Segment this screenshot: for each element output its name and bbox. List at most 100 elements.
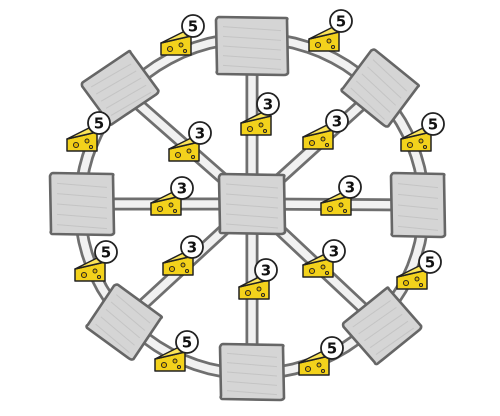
reward-rim-topright-right: 5 (400, 112, 445, 152)
room-shape (218, 342, 286, 402)
cheese-hole (320, 136, 326, 142)
reward-rim-bottomleft-left: 5 (74, 240, 118, 282)
cheese-hole (168, 202, 174, 208)
cheese-hole (178, 42, 184, 48)
reward-value: 3 (332, 113, 342, 131)
room-texture (110, 301, 146, 331)
reward-badge (338, 175, 362, 199)
reward-badge (325, 109, 349, 133)
cheese-hole (308, 267, 316, 275)
reward-badge (421, 112, 445, 136)
reward-badge (188, 121, 212, 145)
cheese-hole (320, 368, 326, 374)
room-texture (56, 193, 108, 199)
cheese-hole (324, 270, 330, 276)
reward-badge (181, 14, 205, 38)
reward-spoke-top-right: 3 (302, 109, 349, 150)
cheese-hole (402, 279, 410, 287)
reward-spoke-left: 3 (150, 176, 194, 216)
reward-value: 5 (428, 116, 438, 134)
room-right (389, 171, 447, 239)
reward-badge (418, 250, 442, 274)
cheese-hole (156, 205, 164, 213)
reward-rim-top-topright: 5 (308, 9, 353, 52)
room-texture (90, 63, 132, 88)
reward-value: 3 (261, 262, 271, 280)
cheese-icon (154, 346, 186, 372)
cheese-hole (326, 38, 332, 44)
reward-badge (256, 92, 280, 116)
reward-spoke-bottom-left: 3 (162, 235, 204, 276)
room-texture (222, 26, 282, 32)
cheese-hole (330, 44, 336, 50)
reward-badge (180, 235, 204, 259)
room-bottom-right (341, 286, 423, 366)
room-texture (397, 225, 439, 231)
cheese-hole (72, 141, 80, 149)
room-texture (358, 306, 397, 335)
cheese-icon (308, 26, 340, 52)
reward-spoke-right: 3 (320, 175, 362, 216)
reward-rim-bottomright-bottom: 5 (298, 336, 344, 376)
room-texture (361, 73, 397, 106)
cheese-hole (406, 141, 414, 149)
reward-value: 5 (94, 115, 104, 133)
room-texture (397, 204, 439, 210)
reward-rim-right-bottomright: 5 (396, 250, 442, 290)
reward-value: 3 (195, 125, 205, 143)
reward-value: 3 (345, 179, 355, 197)
room-texture (397, 215, 439, 221)
cheese-hole (326, 205, 334, 213)
cheese-hole (160, 361, 168, 369)
reward-value: 5 (182, 334, 192, 352)
room-texture (222, 45, 282, 51)
room-top-left (80, 49, 160, 126)
room-texture (367, 66, 402, 99)
room-texture (226, 352, 278, 358)
room-texture (352, 300, 391, 328)
room-shape (217, 172, 287, 236)
room-texture (350, 87, 385, 120)
reward-badge (254, 258, 278, 282)
room-texture (225, 193, 279, 199)
room-texture (355, 80, 391, 113)
reward-value: 3 (177, 180, 187, 198)
room-shape (85, 283, 164, 361)
room-texture (226, 380, 278, 386)
room-center (217, 172, 287, 236)
room-texture (56, 213, 108, 219)
room-texture (222, 35, 282, 41)
cheese-hole (182, 48, 188, 54)
reward-badge (175, 330, 199, 354)
room-bottom (218, 342, 286, 402)
reward-value: 5 (101, 244, 111, 262)
cheese-hole (92, 268, 98, 274)
cheese-hole (262, 128, 268, 134)
room-texture (226, 371, 278, 377)
rewards: 3 3 3 3 3 3 3 3 5 5 5 5 5 5 5 5 (66, 9, 445, 376)
room-shape (341, 286, 423, 366)
cheese-hole (422, 144, 428, 150)
room-texture (372, 59, 408, 92)
room-texture (115, 294, 151, 324)
room-texture (397, 183, 439, 189)
room-texture (105, 308, 141, 339)
cheese-hole (308, 139, 316, 147)
cheese-hole (84, 138, 90, 144)
reward-spoke-bottom-right: 3 (302, 239, 346, 278)
cheese-hole (316, 362, 322, 368)
room-texture (105, 84, 147, 109)
cheese-hole (244, 289, 252, 297)
room-texture (95, 70, 137, 95)
cheese-hole (246, 125, 254, 133)
cheese-hole (186, 148, 192, 154)
cheese-hole (174, 151, 182, 159)
reward-rim-left-topleft: 5 (66, 111, 111, 152)
cheese-icon (396, 264, 428, 290)
room-left (48, 171, 116, 237)
reward-value: 5 (425, 254, 435, 272)
room-shape (48, 171, 116, 237)
cheese-hole (176, 364, 182, 370)
reward-badge (329, 9, 353, 33)
